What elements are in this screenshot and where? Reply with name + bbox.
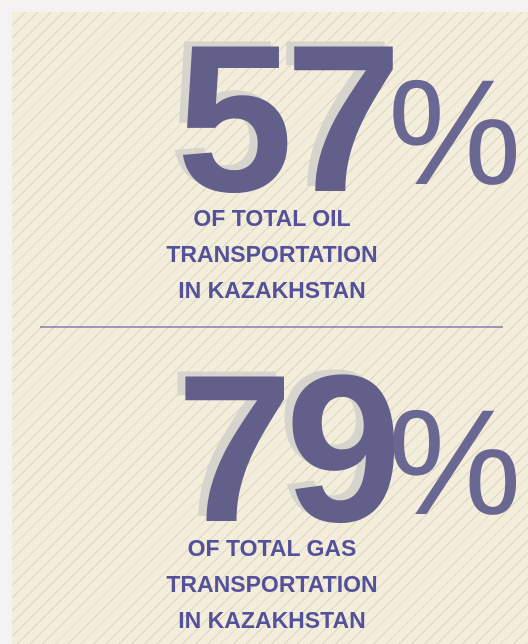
stat-label: OF TOTAL GAS <box>188 535 357 561</box>
stat-label: IN KAZAKHSTAN <box>178 607 365 633</box>
big-number: 79 <box>176 331 394 566</box>
stat-label: TRANSPORTATION <box>166 571 377 597</box>
big-number: 57 <box>176 1 394 236</box>
stat-label: OF TOTAL OIL <box>193 205 350 231</box>
stat-label: IN KAZAKHSTAN <box>178 277 365 303</box>
background-panel <box>12 12 528 644</box>
stat-label: TRANSPORTATION <box>166 241 377 267</box>
percent-sign: % <box>388 378 521 546</box>
number-shadow: 57 <box>168 0 386 231</box>
number-shadow: 79 <box>168 326 386 561</box>
percent-sign: % <box>388 48 521 216</box>
